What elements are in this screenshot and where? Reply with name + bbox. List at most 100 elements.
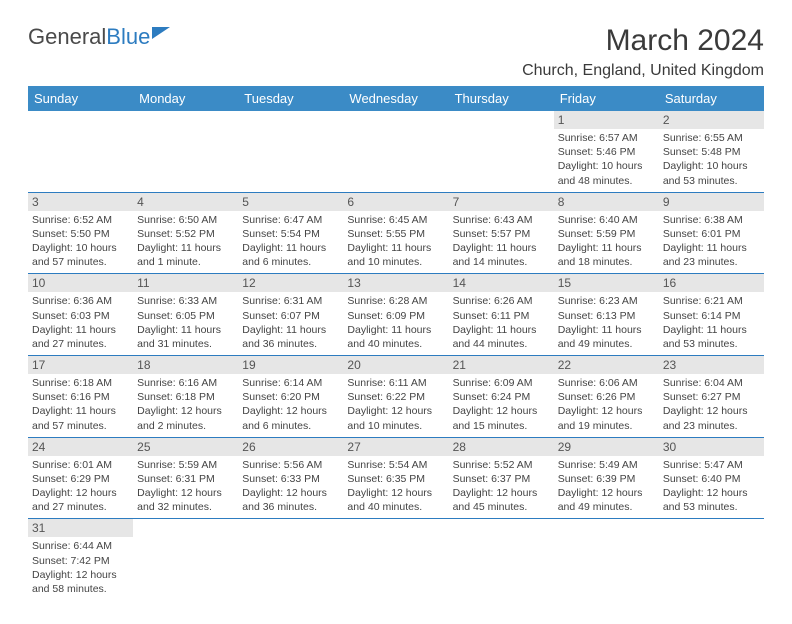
daylight2-text: and 19 minutes. <box>558 419 655 433</box>
cell-body: Sunrise: 6:23 AMSunset: 6:13 PMDaylight:… <box>558 294 655 351</box>
sunrise-text: Sunrise: 6:16 AM <box>137 376 234 390</box>
day-number: 2 <box>659 111 764 129</box>
calendar-row: 31Sunrise: 6:44 AMSunset: 7:42 PMDayligh… <box>28 519 764 600</box>
sunrise-text: Sunrise: 5:59 AM <box>137 458 234 472</box>
daylight2-text: and 53 minutes. <box>663 500 760 514</box>
cell-body: Sunrise: 6:57 AMSunset: 5:46 PMDaylight:… <box>558 131 655 188</box>
day-number: 26 <box>238 438 343 456</box>
location-subtitle: Church, England, United Kingdom <box>522 62 764 80</box>
sunset-text: Sunset: 6:14 PM <box>663 309 760 323</box>
cell-body: Sunrise: 5:59 AMSunset: 6:31 PMDaylight:… <box>137 458 234 515</box>
daylight2-text: and 2 minutes. <box>137 419 234 433</box>
calendar-cell: 15Sunrise: 6:23 AMSunset: 6:13 PMDayligh… <box>554 274 659 356</box>
daylight2-text: and 57 minutes. <box>32 255 129 269</box>
calendar-cell <box>343 519 448 600</box>
daylight1-text: Daylight: 11 hours <box>558 323 655 337</box>
day-number: 12 <box>238 274 343 292</box>
sunset-text: Sunset: 6:26 PM <box>558 390 655 404</box>
day-number: 25 <box>133 438 238 456</box>
daylight2-text: and 40 minutes. <box>347 337 444 351</box>
cell-body: Sunrise: 5:54 AMSunset: 6:35 PMDaylight:… <box>347 458 444 515</box>
sunrise-text: Sunrise: 6:52 AM <box>32 213 129 227</box>
sunset-text: Sunset: 6:20 PM <box>242 390 339 404</box>
daylight2-text: and 40 minutes. <box>347 500 444 514</box>
sunset-text: Sunset: 6:40 PM <box>663 472 760 486</box>
day-number: 20 <box>343 356 448 374</box>
calendar-row: 3Sunrise: 6:52 AMSunset: 5:50 PMDaylight… <box>28 192 764 274</box>
day-number: 11 <box>133 274 238 292</box>
sunrise-text: Sunrise: 6:38 AM <box>663 213 760 227</box>
daylight2-text: and 49 minutes. <box>558 500 655 514</box>
day-header: Wednesday <box>343 86 448 111</box>
sunrise-text: Sunrise: 6:44 AM <box>32 539 129 553</box>
daylight1-text: Daylight: 12 hours <box>453 486 550 500</box>
calendar-cell <box>449 111 554 192</box>
day-number: 8 <box>554 193 659 211</box>
cell-body: Sunrise: 6:36 AMSunset: 6:03 PMDaylight:… <box>32 294 129 351</box>
sunrise-text: Sunrise: 5:54 AM <box>347 458 444 472</box>
cell-body: Sunrise: 6:26 AMSunset: 6:11 PMDaylight:… <box>453 294 550 351</box>
page-title: March 2024 <box>522 24 764 58</box>
sunset-text: Sunset: 6:01 PM <box>663 227 760 241</box>
sunset-text: Sunset: 6:22 PM <box>347 390 444 404</box>
daylight2-text: and 23 minutes. <box>663 255 760 269</box>
sunrise-text: Sunrise: 6:09 AM <box>453 376 550 390</box>
calendar-row: 24Sunrise: 6:01 AMSunset: 6:29 PMDayligh… <box>28 437 764 519</box>
calendar-cell: 22Sunrise: 6:06 AMSunset: 6:26 PMDayligh… <box>554 356 659 438</box>
day-number: 14 <box>449 274 554 292</box>
cell-body: Sunrise: 6:52 AMSunset: 5:50 PMDaylight:… <box>32 213 129 270</box>
calendar-cell: 16Sunrise: 6:21 AMSunset: 6:14 PMDayligh… <box>659 274 764 356</box>
day-number: 5 <box>238 193 343 211</box>
day-number: 31 <box>28 519 133 537</box>
day-number: 24 <box>28 438 133 456</box>
sunset-text: Sunset: 6:05 PM <box>137 309 234 323</box>
daylight1-text: Daylight: 10 hours <box>558 159 655 173</box>
daylight2-text: and 18 minutes. <box>558 255 655 269</box>
daylight2-text: and 49 minutes. <box>558 337 655 351</box>
day-number: 17 <box>28 356 133 374</box>
day-number: 30 <box>659 438 764 456</box>
calendar-cell: 17Sunrise: 6:18 AMSunset: 6:16 PMDayligh… <box>28 356 133 438</box>
sunrise-text: Sunrise: 6:04 AM <box>663 376 760 390</box>
calendar-cell: 26Sunrise: 5:56 AMSunset: 6:33 PMDayligh… <box>238 437 343 519</box>
calendar-cell: 12Sunrise: 6:31 AMSunset: 6:07 PMDayligh… <box>238 274 343 356</box>
daylight2-text: and 1 minute. <box>137 255 234 269</box>
calendar-cell: 3Sunrise: 6:52 AMSunset: 5:50 PMDaylight… <box>28 192 133 274</box>
cell-body: Sunrise: 6:11 AMSunset: 6:22 PMDaylight:… <box>347 376 444 433</box>
day-number: 29 <box>554 438 659 456</box>
calendar-cell: 11Sunrise: 6:33 AMSunset: 6:05 PMDayligh… <box>133 274 238 356</box>
daylight1-text: Daylight: 12 hours <box>663 404 760 418</box>
calendar-cell: 5Sunrise: 6:47 AMSunset: 5:54 PMDaylight… <box>238 192 343 274</box>
sunset-text: Sunset: 6:39 PM <box>558 472 655 486</box>
day-header: Thursday <box>449 86 554 111</box>
logo: GeneralBlue <box>28 24 170 50</box>
calendar-cell <box>238 111 343 192</box>
daylight2-text: and 57 minutes. <box>32 419 129 433</box>
daylight2-text: and 53 minutes. <box>663 337 760 351</box>
cell-body: Sunrise: 6:16 AMSunset: 6:18 PMDaylight:… <box>137 376 234 433</box>
logo-text-1: General <box>28 24 106 50</box>
sunset-text: Sunset: 5:54 PM <box>242 227 339 241</box>
sunrise-text: Sunrise: 6:21 AM <box>663 294 760 308</box>
sunset-text: Sunset: 6:29 PM <box>32 472 129 486</box>
calendar-cell: 7Sunrise: 6:43 AMSunset: 5:57 PMDaylight… <box>449 192 554 274</box>
daylight2-text: and 53 minutes. <box>663 174 760 188</box>
day-number: 19 <box>238 356 343 374</box>
sunset-text: Sunset: 6:31 PM <box>137 472 234 486</box>
daylight2-text: and 6 minutes. <box>242 255 339 269</box>
day-header: Saturday <box>659 86 764 111</box>
daylight1-text: Daylight: 11 hours <box>558 241 655 255</box>
calendar-cell: 18Sunrise: 6:16 AMSunset: 6:18 PMDayligh… <box>133 356 238 438</box>
day-number: 7 <box>449 193 554 211</box>
calendar-cell <box>238 519 343 600</box>
cell-body: Sunrise: 6:04 AMSunset: 6:27 PMDaylight:… <box>663 376 760 433</box>
sunset-text: Sunset: 6:13 PM <box>558 309 655 323</box>
day-number: 4 <box>133 193 238 211</box>
cell-body: Sunrise: 6:38 AMSunset: 6:01 PMDaylight:… <box>663 213 760 270</box>
day-header: Monday <box>133 86 238 111</box>
daylight2-text: and 48 minutes. <box>558 174 655 188</box>
sunset-text: Sunset: 5:59 PM <box>558 227 655 241</box>
daylight1-text: Daylight: 12 hours <box>347 486 444 500</box>
calendar-cell: 29Sunrise: 5:49 AMSunset: 6:39 PMDayligh… <box>554 437 659 519</box>
sunset-text: Sunset: 6:18 PM <box>137 390 234 404</box>
